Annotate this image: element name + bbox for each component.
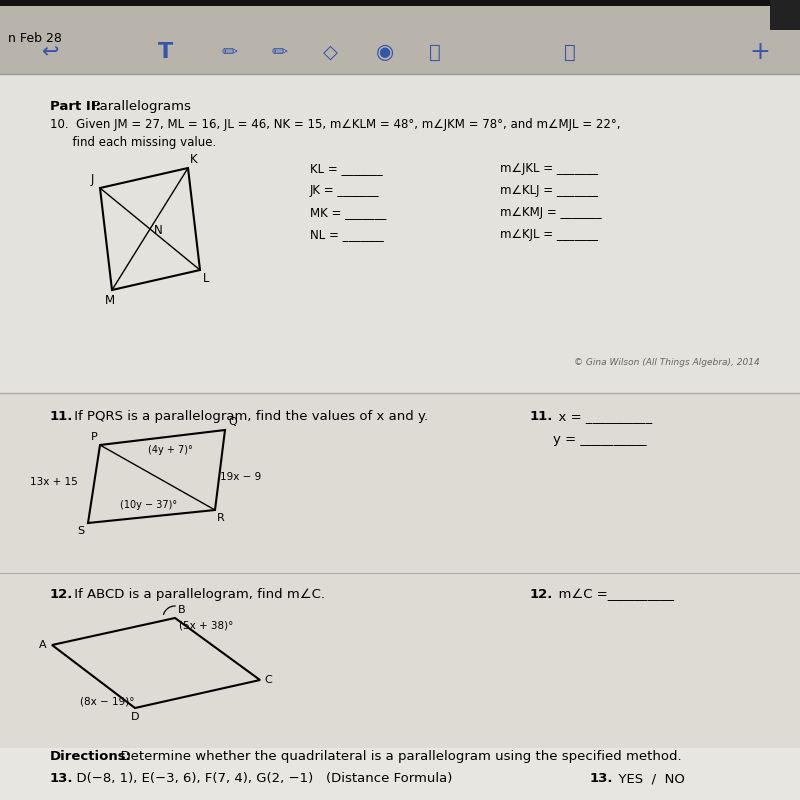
Text: S: S (77, 526, 84, 536)
Text: L: L (203, 272, 210, 285)
Text: JK = _______: JK = _______ (310, 184, 379, 197)
Text: D: D (130, 712, 139, 722)
Text: Directions:: Directions: (50, 750, 132, 763)
Text: A: A (39, 640, 47, 650)
Text: B: B (178, 605, 186, 615)
Text: 13.: 13. (50, 772, 74, 785)
Text: Determine whether the quadrilateral is a parallelogram using the specified metho: Determine whether the quadrilateral is a… (112, 750, 682, 763)
Bar (0, 573, 800, 748)
Text: x = __________: x = __________ (550, 410, 652, 423)
Text: n Feb 28: n Feb 28 (8, 31, 62, 45)
Text: R: R (217, 513, 225, 523)
Text: +: + (750, 40, 770, 64)
Text: ✏: ✏ (272, 42, 288, 62)
Text: C: C (264, 675, 272, 685)
Text: KL = _______: KL = _______ (310, 162, 382, 175)
Text: 10.  Given JM = 27, ML = 16, JL = 46, NK = 15, m∠KLM = 48°, m∠JKM = 78°, and m∠M: 10. Given JM = 27, ML = 16, JL = 46, NK … (50, 118, 621, 131)
Text: m∠KLJ = _______: m∠KLJ = _______ (500, 184, 598, 197)
Bar (0, 74, 800, 394)
Text: ↩: ↩ (42, 42, 58, 62)
Text: YES  /  NO: YES / NO (610, 772, 685, 785)
Text: 12.: 12. (50, 588, 74, 601)
Text: J: J (90, 173, 94, 186)
Text: (10y − 37)°: (10y − 37)° (120, 500, 177, 510)
Text: D(−8, 1), E(−3, 6), F(7, 4), G(2, −1)   (Distance Formula): D(−8, 1), E(−3, 6), F(7, 4), G(2, −1) (D… (68, 772, 452, 785)
Text: K: K (190, 153, 198, 166)
Text: m∠KMJ = _______: m∠KMJ = _______ (500, 206, 602, 219)
Text: If PQRS is a parallelogram, find the values of x and y.: If PQRS is a parallelogram, find the val… (70, 410, 428, 423)
Text: N: N (154, 225, 162, 238)
Bar (0, 6, 800, 74)
Text: 13x + 15: 13x + 15 (30, 477, 78, 487)
Text: ◉: ◉ (376, 42, 394, 62)
Bar (770, 0, 800, 30)
Text: M: M (105, 294, 115, 307)
Text: NL = _______: NL = _______ (310, 228, 384, 241)
Text: 🎤: 🎤 (564, 42, 576, 62)
Text: © Gina Wilson (All Things Algebra), 2014: © Gina Wilson (All Things Algebra), 2014 (574, 358, 760, 367)
Text: m∠JKL = _______: m∠JKL = _______ (500, 162, 598, 175)
Text: ◇: ◇ (322, 42, 338, 62)
Text: 11.: 11. (50, 410, 74, 423)
Text: (4y + 7)°: (4y + 7)° (148, 445, 193, 455)
Text: (8x − 19)°: (8x − 19)° (80, 696, 134, 706)
Text: find each missing value.: find each missing value. (50, 136, 216, 149)
Text: Q: Q (228, 417, 237, 427)
Text: y = __________: y = __________ (553, 433, 646, 446)
Text: 13.: 13. (590, 772, 614, 785)
Text: 11.: 11. (530, 410, 554, 423)
Bar (0, 393, 800, 573)
Text: 12.: 12. (530, 588, 554, 601)
Text: 19x − 9: 19x − 9 (220, 472, 262, 482)
Text: MK = _______: MK = _______ (310, 206, 386, 219)
Bar (0, 0, 800, 6)
Text: Part II:: Part II: (50, 100, 101, 113)
Text: If ABCD is a parallelogram, find m∠C.: If ABCD is a parallelogram, find m∠C. (70, 588, 325, 601)
Text: m∠KJL = _______: m∠KJL = _______ (500, 228, 598, 241)
Text: T: T (158, 42, 173, 62)
Text: m∠C =__________: m∠C =__________ (550, 588, 674, 601)
Text: ✏: ✏ (222, 42, 238, 62)
Text: (5x + 38)°: (5x + 38)° (179, 620, 234, 630)
Text: 🖐: 🖐 (429, 42, 441, 62)
Text: P: P (91, 432, 98, 442)
Text: Parallelograms: Parallelograms (88, 100, 191, 113)
